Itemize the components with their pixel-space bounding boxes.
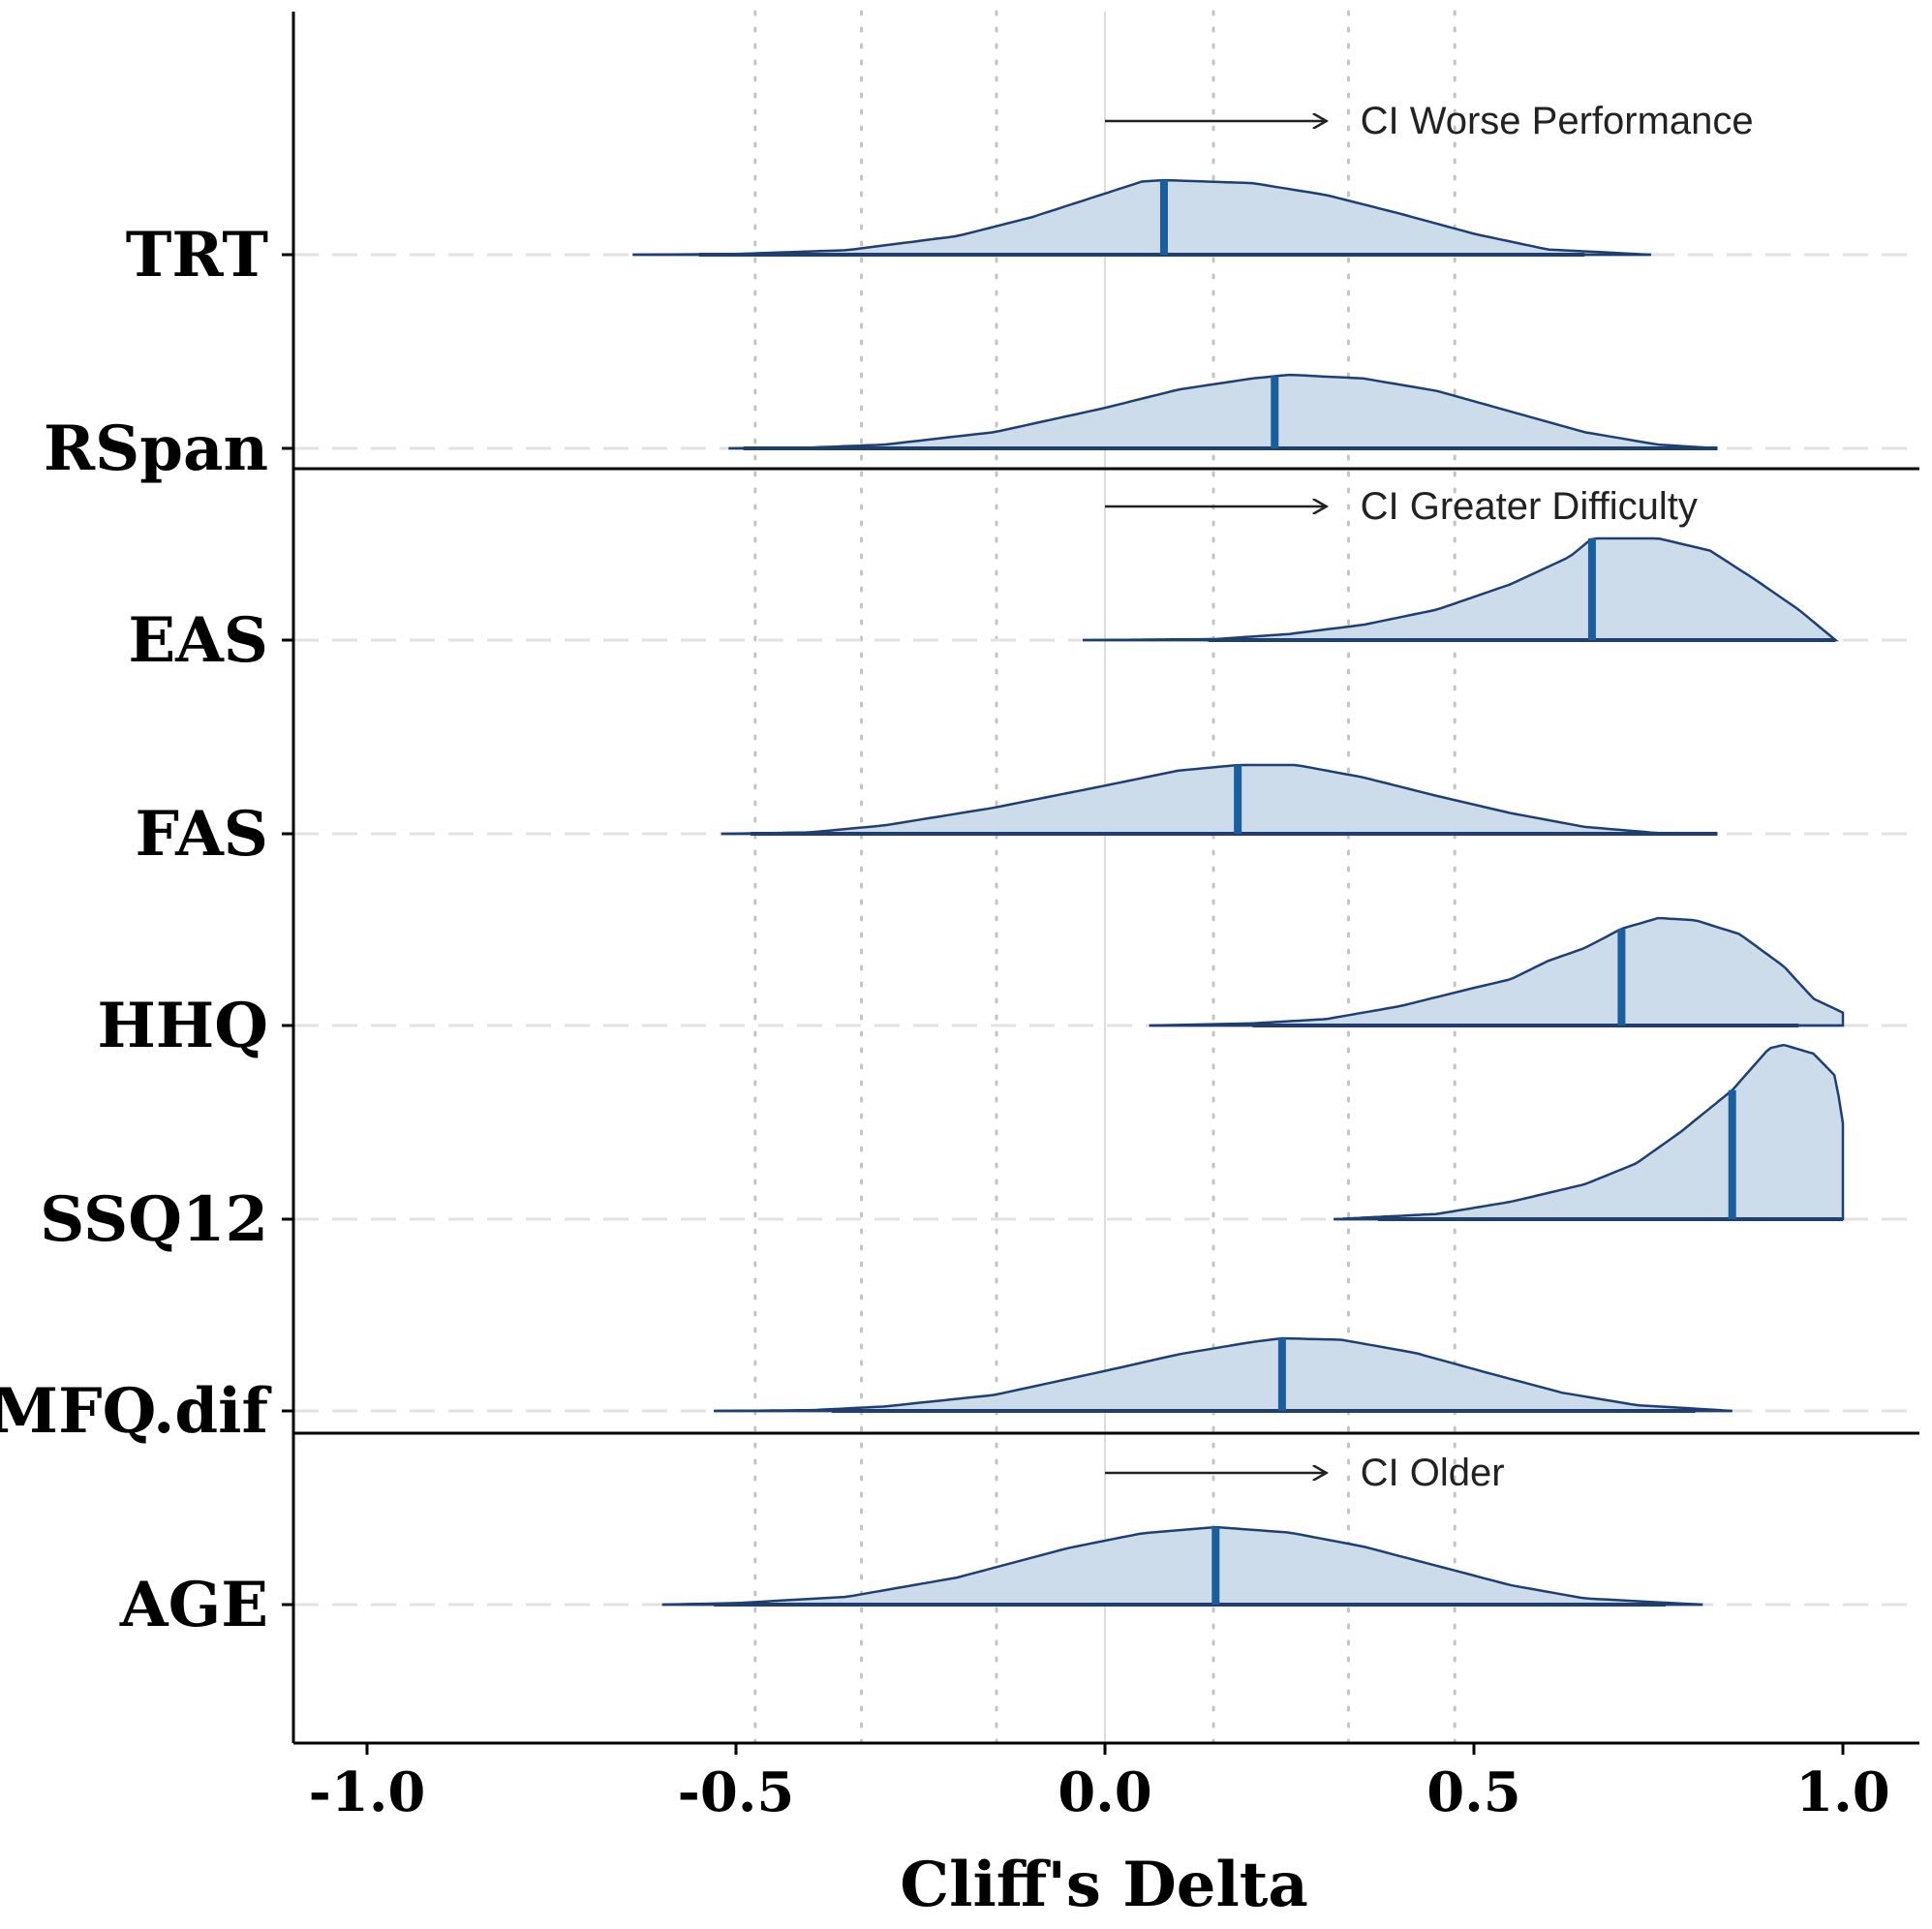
x-tick-label: 0.0 <box>1058 1761 1151 1824</box>
ridge-hhq <box>1149 916 1845 1027</box>
density-area <box>632 178 1651 257</box>
ridge-trt <box>632 178 1651 257</box>
annotation: CI Older <box>1105 1452 1505 1494</box>
grid-lines <box>293 10 1919 1745</box>
density-area <box>661 1525 1703 1607</box>
density-area <box>721 763 1718 836</box>
ridge-rspan <box>728 373 1718 450</box>
annotation-text: CI Greater Difficulty <box>1361 485 1698 528</box>
density-ridges <box>632 178 1845 1607</box>
x-tick-labels: -1.0 -0.5 0.0 0.5 1.0 <box>309 1761 1890 1824</box>
category-label: AGE <box>119 1569 268 1641</box>
category-label: FAS <box>135 798 268 871</box>
density-area <box>1149 916 1845 1027</box>
category-label: RSpan <box>44 413 268 485</box>
category-label: MFQ.dif <box>0 1375 271 1448</box>
ridge-age <box>661 1525 1703 1607</box>
density-area <box>1083 536 1839 642</box>
x-tick-label: 1.0 <box>1795 1761 1889 1824</box>
x-tick-label: 0.5 <box>1426 1761 1520 1824</box>
density-area <box>1334 1043 1845 1221</box>
category-label: TRT <box>126 219 268 291</box>
annotation: CI Greater Difficulty <box>1105 485 1698 528</box>
category-labels: TRT RSpan EAS FAS HHQ SSQ12 MFQ.dif AGE <box>0 219 271 1641</box>
annotation-text: CI Older <box>1361 1452 1505 1494</box>
density-area <box>714 1336 1733 1413</box>
annotation-text: CI Worse Performance <box>1361 100 1754 142</box>
annotations: CI Worse Performance CI Greater Difficult… <box>1105 100 1754 1494</box>
annotation: CI Worse Performance <box>1105 100 1754 142</box>
ridge-ssq12 <box>1334 1043 1845 1221</box>
category-label: HHQ <box>97 990 268 1062</box>
axes <box>282 12 1919 1755</box>
density-area <box>728 373 1718 450</box>
x-tick-label: -1.0 <box>309 1761 426 1824</box>
x-axis-title: Cliff's Delta <box>900 1849 1308 1921</box>
ridge-fas <box>721 763 1718 836</box>
ridge-eas <box>1083 536 1839 642</box>
category-label: SSQ12 <box>40 1183 268 1256</box>
x-tick-label: -0.5 <box>678 1761 795 1824</box>
ridge-mfq-dif <box>714 1336 1733 1413</box>
category-label: EAS <box>128 604 268 677</box>
